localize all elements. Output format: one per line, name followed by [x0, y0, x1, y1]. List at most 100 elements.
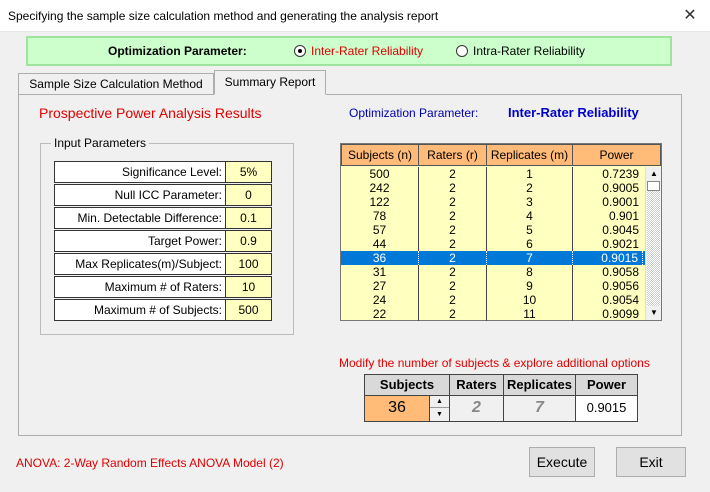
cell-subjects: 31	[341, 265, 419, 279]
tab-sample-size-method[interactable]: Sample Size Calculation Method	[18, 73, 214, 95]
param-row-min-diff: Min. Detectable Difference: 0.1	[54, 207, 272, 229]
radio-intra-rater[interactable]	[456, 45, 468, 57]
param-label: Maximum # of Raters:	[54, 276, 226, 298]
cell-replicates: 9	[487, 279, 573, 293]
exit-button[interactable]: Exit	[616, 447, 686, 477]
cell-replicates: 4	[487, 209, 573, 223]
cell-raters: 2	[419, 265, 487, 279]
summary-report-panel: Prospective Power Analysis Results Optim…	[18, 94, 682, 436]
report-opt-param-label: Optimization Parameter:	[349, 106, 479, 120]
param-row-max-subjects: Maximum # of Subjects: 500	[54, 299, 272, 321]
cell-replicates: 1	[487, 167, 573, 181]
param-value: 100	[226, 253, 272, 275]
input-parameters-label: Input Parameters	[51, 136, 150, 150]
replicates-value: 7	[504, 396, 576, 422]
subjects-spinner[interactable]: ▲ ▼	[430, 396, 450, 422]
cell-power: 0.9021	[602, 237, 639, 251]
scroll-up-arrow-icon[interactable]: ▲	[650, 169, 658, 178]
radio-selected-dot	[298, 49, 302, 53]
param-row-max-raters: Maximum # of Raters: 10	[54, 276, 272, 298]
table-row[interactable]: 500 2 1 0.7239	[341, 167, 646, 181]
param-value: 5%	[226, 161, 272, 183]
table-row[interactable]: 122 2 3 0.9001	[341, 195, 646, 209]
selected-option-table: Subjects Raters Replicates Power 36 ▲ ▼ …	[364, 374, 641, 422]
close-icon[interactable]: ✕	[683, 7, 697, 24]
optimization-label: Optimization Parameter:	[108, 44, 247, 58]
cell-subjects: 44	[341, 237, 419, 251]
cell-raters: 2	[419, 279, 487, 293]
spin-up-icon[interactable]: ▲	[430, 396, 449, 408]
window-title: Specifying the sample size calculation m…	[8, 9, 439, 23]
anova-model-label: ANOVA: 2-Way Random Effects ANOVA Model …	[16, 456, 284, 470]
cell-subjects: 24	[341, 293, 419, 307]
cell-raters: 2	[419, 237, 487, 251]
cell-power: 0.9015	[573, 251, 643, 265]
results-scrollbar[interactable]: ▲ ▼	[645, 167, 661, 320]
scroll-thumb[interactable]	[647, 181, 660, 191]
param-value: 10	[226, 276, 272, 298]
table-row[interactable]: 24 2 10 0.9054	[341, 293, 646, 307]
tab-summary-report[interactable]: Summary Report	[214, 70, 326, 95]
cell-power: 0.9054	[602, 293, 639, 307]
column-header-power: Power	[573, 144, 661, 166]
cell-raters: 2	[419, 195, 487, 209]
spin-down-icon[interactable]: ▼	[436, 411, 443, 418]
cell-subjects: 22	[341, 307, 419, 321]
cell-power: 0.9005	[602, 181, 639, 195]
table-row[interactable]: 242 2 2 0.9005	[341, 181, 646, 195]
cell-replicates: 11	[487, 307, 573, 321]
table-row[interactable]: 27 2 9 0.9056	[341, 279, 646, 293]
param-value: 0.9	[226, 230, 272, 252]
table-row[interactable]: 36 2 7 0.9015	[341, 251, 646, 265]
subjects-value-input[interactable]: 36	[364, 396, 430, 422]
cell-replicates: 10	[487, 293, 573, 307]
mini-header-replicates: Replicates	[504, 374, 576, 396]
cell-subjects: 500	[341, 167, 419, 181]
cell-replicates: 8	[487, 265, 573, 279]
mini-header-power: Power	[576, 374, 638, 396]
cell-replicates: 5	[487, 223, 573, 237]
cell-subjects: 27	[341, 279, 419, 293]
cell-raters: 2	[419, 251, 487, 265]
raters-value: 2	[450, 396, 504, 422]
mini-header-subjects: Subjects	[364, 374, 450, 396]
radio-intra-rater-label[interactable]: Intra-Rater Reliability	[473, 44, 586, 58]
table-row[interactable]: 31 2 8 0.9058	[341, 265, 646, 279]
cell-subjects: 122	[341, 195, 419, 209]
execute-button[interactable]: Execute	[529, 447, 595, 477]
table-row[interactable]: 57 2 5 0.9045	[341, 223, 646, 237]
radio-inter-rater-label[interactable]: Inter-Rater Reliability	[311, 44, 424, 58]
results-table[interactable]: Subjects (n) Raters (r) Replicates (m) P…	[340, 143, 662, 321]
results-table-header: Subjects (n) Raters (r) Replicates (m) P…	[341, 144, 661, 166]
table-row[interactable]: 44 2 6 0.9021	[341, 237, 646, 251]
cell-subjects: 57	[341, 223, 419, 237]
cell-raters: 2	[419, 209, 487, 223]
table-row[interactable]: 22 2 11 0.9099	[341, 307, 646, 321]
column-header-raters: Raters (r)	[419, 144, 487, 166]
table-row[interactable]: 78 2 4 0.901	[341, 209, 646, 223]
scroll-track[interactable]	[647, 191, 660, 306]
cell-power: 0.9058	[602, 265, 639, 279]
param-label: Significance Level:	[54, 161, 226, 183]
cell-raters: 2	[419, 167, 487, 181]
cell-raters: 2	[419, 307, 487, 321]
cell-power: 0.9056	[602, 279, 639, 293]
cell-subjects: 78	[341, 209, 419, 223]
param-label: Target Power:	[54, 230, 226, 252]
cell-raters: 2	[419, 223, 487, 237]
optimization-bar: Optimization Parameter: Inter-Rater Reli…	[26, 36, 672, 66]
cell-power: 0.9045	[602, 223, 639, 237]
modify-instructions: Modify the number of subjects & explore …	[339, 356, 650, 370]
scroll-down-arrow-icon[interactable]: ▼	[650, 308, 658, 317]
cell-power: 0.901	[608, 209, 639, 223]
cell-raters: 2	[419, 293, 487, 307]
report-title: Prospective Power Analysis Results	[39, 105, 262, 121]
cell-replicates: 6	[487, 237, 573, 251]
param-value: 500	[226, 299, 272, 321]
param-label: Maximum # of Subjects:	[54, 299, 226, 321]
power-value: 0.9015	[576, 396, 638, 422]
input-parameters-group: Input Parameters Significance Level: 5% …	[40, 136, 294, 335]
param-row-null-icc: Null ICC Parameter: 0	[54, 184, 272, 206]
cell-replicates: 2	[487, 181, 573, 195]
radio-inter-rater[interactable]	[294, 45, 306, 57]
